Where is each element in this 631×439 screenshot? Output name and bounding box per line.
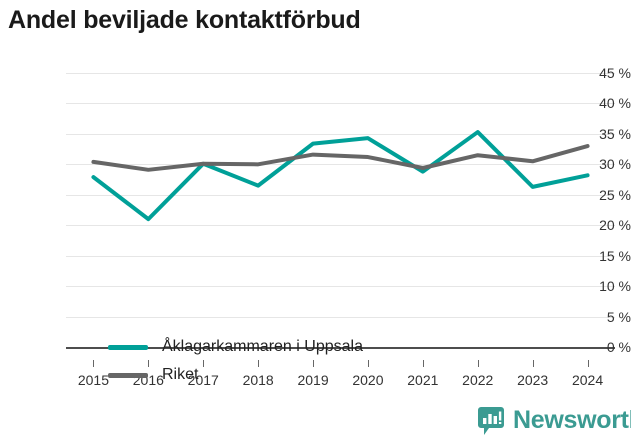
x-axis-tick-label: 2015 (77, 372, 110, 388)
legend-color-swatch (108, 372, 148, 378)
x-axis-tick-label: 2024 (571, 372, 604, 388)
chart-plot-area: 45 % 40 % 35 % 30 % 25 % 20 % 15 % 10 % 5 % 0 % 2… (0, 60, 631, 388)
x-axis-tick-label: 2021 (407, 372, 439, 388)
gridline (66, 103, 615, 105)
y-axis-tick-label: 0 % (606, 339, 631, 355)
gridline (66, 194, 615, 196)
x-axis-tick-mark (367, 360, 369, 367)
x-axis-tick-mark (587, 360, 589, 367)
y-axis-tick-label: 35 % (599, 125, 631, 142)
y-axis-tick-label: 45 % (599, 65, 631, 81)
series-line (91, 144, 590, 172)
y-axis-tick-label: 15 % (599, 247, 631, 264)
x-axis-tick-mark (93, 360, 95, 367)
gridline (66, 255, 615, 257)
y-axis-tick-label: 10 % (599, 278, 631, 295)
x-axis-tick-label: 2023 (517, 372, 549, 388)
series-lines (91, 130, 590, 222)
y-axis-tick-label: 5 % (606, 308, 631, 325)
newsworthy-bar-chart-bubble-icon (478, 406, 504, 435)
gridline (66, 316, 615, 318)
gridline (66, 73, 615, 74)
x-axis-tick-label: 2018 (242, 372, 274, 388)
brand-name: Newsworthy (513, 406, 631, 434)
legend-label: Riket (162, 366, 199, 383)
legend-label: Åklagarkammaren i Uppsala (162, 338, 363, 355)
legend-color-swatch (108, 344, 148, 350)
x-axis-tick-mark (313, 360, 315, 367)
y-axis-tick-label: 30 % (599, 156, 631, 173)
y-axis-tick-label: 25 % (599, 186, 631, 203)
y-axis-tick-label: 40 % (599, 95, 631, 112)
legend-item[interactable]: Riket (108, 366, 363, 384)
x-axis-tick-mark (258, 360, 260, 367)
x-axis-tick-mark (203, 360, 205, 367)
x-axis-tick-mark (477, 360, 479, 367)
x-axis-tick-mark (422, 360, 424, 367)
page-title: Andel beviljade kontaktförbud (8, 6, 361, 34)
gridline (66, 133, 615, 135)
gridline (66, 286, 615, 288)
gridline (66, 164, 615, 166)
legend: Åklagarkammaren i Uppsala Riket (108, 338, 363, 384)
x-axis-tick-mark (532, 360, 534, 367)
brand-logo: Newsworthy (478, 406, 631, 435)
x-axis-tick-label: 2017 (187, 372, 219, 388)
legend-item[interactable]: Åklagarkammaren i Uppsala (108, 338, 363, 356)
x-axis-tick-mark (148, 360, 150, 367)
x-axis-tick-label: 2020 (352, 372, 384, 388)
x-axis-tick-label: 2019 (297, 372, 329, 388)
y-axis-tick-label: 20 % (599, 217, 631, 234)
series-line (91, 130, 590, 222)
gridline (66, 225, 615, 227)
x-axis-tick-label: 2022 (462, 372, 494, 388)
gridline (66, 347, 615, 349)
